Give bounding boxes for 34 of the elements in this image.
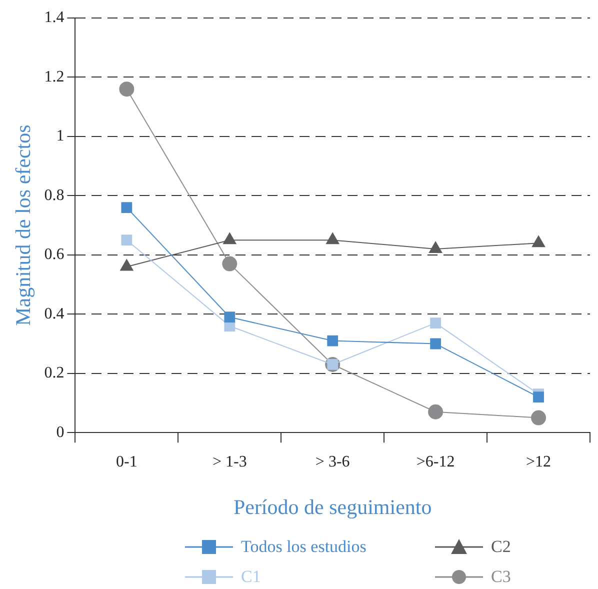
legend-label: C2 (491, 537, 511, 557)
point (533, 392, 544, 403)
y-tick-label: 1.2 (44, 68, 64, 86)
point (222, 256, 238, 272)
legend-label: C1 (241, 567, 261, 587)
point (224, 312, 236, 323)
x-tick-label: >12 (526, 453, 552, 470)
y-tick-label: 1 (56, 128, 64, 145)
point (120, 259, 134, 271)
legend-label: Todos los estudios (241, 537, 366, 557)
x-tick-label: > 1-3 (212, 453, 247, 470)
y-tick-label: 0.6 (44, 246, 64, 264)
y-tick-label: 0.8 (44, 186, 64, 204)
point (223, 232, 236, 244)
x-tick-label: 0-1 (116, 453, 138, 470)
point (327, 335, 338, 346)
point (119, 82, 134, 97)
y-axis-title: Magnitud de los efectos (11, 124, 36, 326)
y-tick-label: 0 (56, 424, 64, 441)
point (428, 404, 444, 420)
y-tick-label: 0.4 (44, 305, 64, 322)
y-tick-label: 0.2 (44, 364, 64, 382)
x-tick-label: > 3-6 (315, 453, 350, 470)
point (532, 236, 546, 248)
x-axis-title: Período de seguimiento (233, 494, 432, 519)
x-tick-label: >6-12 (416, 453, 455, 470)
point (326, 232, 340, 244)
point (430, 338, 442, 350)
point (121, 234, 132, 246)
point (121, 202, 132, 213)
point (430, 318, 442, 328)
legend-label: C3 (491, 567, 511, 587)
y-tick-label: 1.4 (44, 9, 64, 26)
point (531, 410, 546, 426)
